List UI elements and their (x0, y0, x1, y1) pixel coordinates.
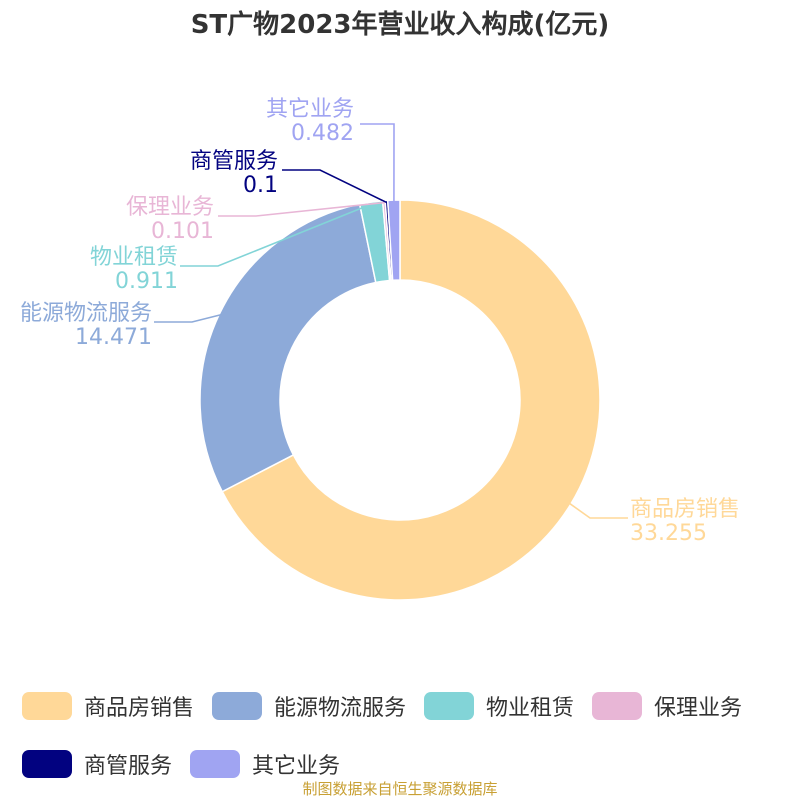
leader-line (154, 313, 222, 323)
source-note: 制图数据来自恒生聚源数据库 (302, 780, 498, 798)
leader-line (568, 502, 628, 519)
legend-item[interactable]: 商管服务 (22, 746, 172, 782)
legend-item[interactable]: 其它业务 (190, 746, 340, 782)
slice-category-label: 其它业务 (266, 97, 354, 122)
legend-swatch (592, 692, 643, 720)
legend-swatch (22, 692, 72, 720)
legend-label: 商品房销售 (84, 696, 195, 721)
leader-line (282, 169, 387, 204)
legend-item[interactable]: 商品房销售 (22, 688, 194, 724)
chart-title: ST广物2023年营业收入构成(亿元) (190, 10, 610, 40)
slice-value-label: 14.471 (75, 325, 152, 350)
legend-item[interactable]: 保理业务 (592, 688, 742, 724)
legend-item[interactable]: 能源物流服务 (212, 688, 406, 724)
legend-label: 其它业务 (252, 754, 341, 779)
legend: 商品房销售 能源物流服务 物业租赁 保理业务商管服务 其它业务 (22, 688, 792, 804)
legend-label: 能源物流服务 (274, 696, 407, 721)
slice-value-label: 0.1 (243, 173, 278, 198)
legend-swatch (424, 692, 475, 720)
legend-swatch (22, 750, 72, 778)
legend-swatch (190, 750, 241, 778)
slice-category-label: 能源物流服务 (20, 301, 152, 326)
leader-line (180, 203, 372, 267)
slice-value-label: 33.255 (630, 521, 707, 546)
pie-slice (199, 203, 377, 493)
legend-label: 商管服务 (84, 754, 173, 779)
legend-label: 保理业务 (654, 696, 743, 721)
pie-slice (221, 199, 601, 601)
legend-item[interactable]: 物业租赁 (424, 688, 574, 724)
slice-value-label: 0.101 (151, 219, 214, 244)
leader-line (360, 123, 395, 203)
slice-category-label: 保理业务 (126, 195, 214, 220)
legend-label: 物业租赁 (486, 696, 575, 721)
slice-value-label: 0.482 (291, 121, 354, 146)
slice-category-label: 物业租赁 (90, 245, 178, 270)
slice-category-label: 商管服务 (190, 149, 278, 174)
legend-swatch (212, 692, 263, 720)
slice-category-label: 商品房销售 (630, 497, 740, 522)
leader-line (218, 201, 385, 217)
pie-slice (386, 199, 401, 282)
slice-value-label: 0.911 (115, 269, 178, 294)
